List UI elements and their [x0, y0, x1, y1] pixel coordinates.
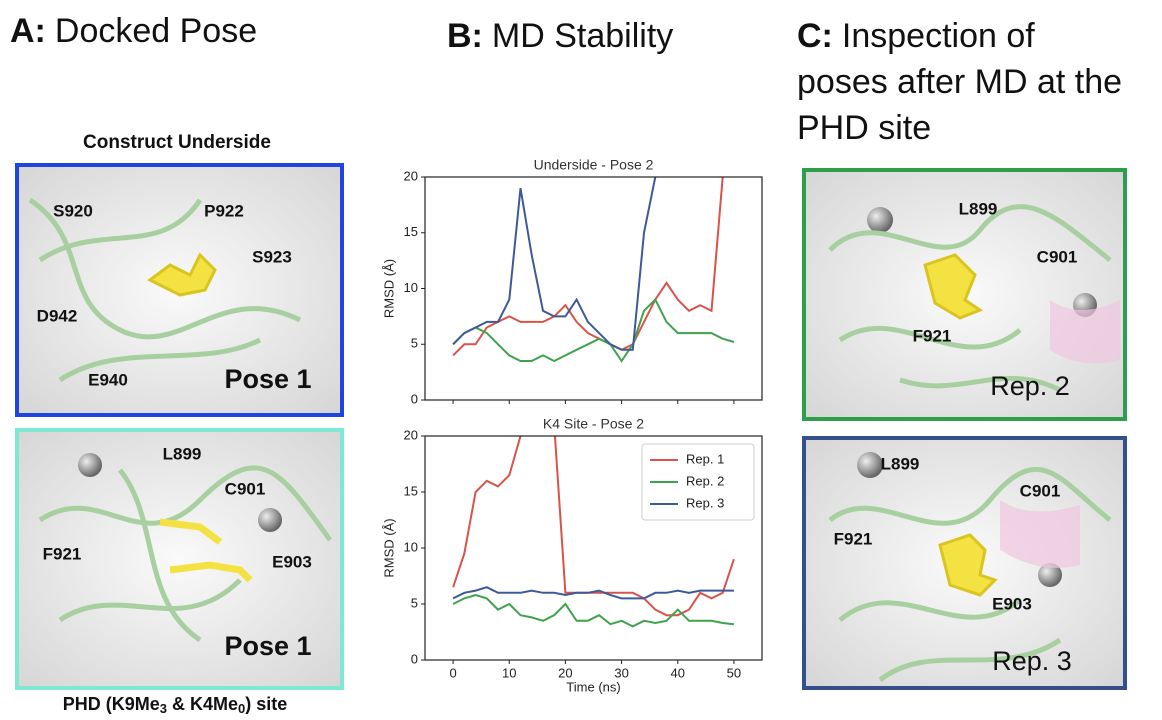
footer-text: PHD (K9Me: [63, 694, 160, 714]
legend-label: Rep. 3: [686, 495, 724, 510]
panel-letter: A:: [10, 12, 46, 50]
y-tick-label: 15: [404, 224, 418, 239]
plot-frame: [424, 176, 763, 401]
residue-label: L899: [163, 444, 202, 463]
residue-label: E903: [272, 552, 312, 571]
legend-label: Rep. 1: [686, 451, 724, 466]
residue-label: F921: [43, 544, 82, 563]
x-tick-label: 10: [502, 665, 516, 680]
structure-image: [802, 168, 1127, 421]
data-line: [452, 177, 724, 357]
residue-label: L899: [959, 199, 998, 218]
replicate-label: Rep. 2: [990, 371, 1070, 401]
residue-label: C901: [225, 479, 266, 498]
panel-title: C: Inspection of: [797, 17, 1035, 55]
line-chart: Underside - Pose 2 0 5 10 15 20 RMSD (Å): [381, 157, 763, 406]
data-line: [452, 593, 735, 628]
legend-label: Rep. 2: [686, 473, 724, 488]
pose-label: Pose 1: [224, 364, 311, 394]
chart-title: Underside - Pose 2: [534, 157, 654, 173]
x-tick-label: 20: [558, 665, 572, 680]
panel-title: B: MD Stability: [447, 17, 673, 55]
y-axis-label: RMSD (Å): [381, 259, 396, 318]
panel-letter: C:: [797, 17, 833, 55]
y-tick-label: 10: [404, 280, 418, 295]
structure-image: [802, 436, 1127, 690]
footer-text: ) site: [245, 694, 287, 714]
residue-label: S920: [53, 201, 93, 220]
image-header: Construct Underside: [83, 132, 271, 153]
panel-heading: Docked Pose: [55, 12, 257, 50]
footer-text: & K4Me: [167, 694, 238, 714]
residue-label: F921: [834, 529, 873, 548]
y-axis-label: RMSD (Å): [381, 518, 396, 577]
panel-title: A: Docked Pose: [10, 12, 257, 50]
y-tick-label: 0: [411, 391, 418, 406]
x-tick-label: 50: [727, 665, 741, 680]
residue-label: E940: [88, 370, 128, 389]
footer-subscript: 0: [238, 701, 245, 716]
structure-image: [15, 428, 344, 690]
y-tick-label: 15: [404, 483, 418, 498]
residue-label: C901: [1037, 247, 1078, 266]
footer-subscript: 3: [160, 701, 167, 716]
residue-label: F921: [913, 326, 952, 345]
residue-label: C901: [1020, 481, 1061, 500]
data-line: [452, 177, 657, 351]
replicate-label: Rep. 3: [992, 646, 1072, 676]
legend-box: [641, 443, 755, 521]
y-tick-label: 5: [411, 595, 418, 610]
residue-label: S923: [252, 247, 292, 266]
panel-heading: PHD site: [797, 109, 931, 147]
panel-heading: MD Stability: [492, 17, 673, 55]
line-chart: K4 Site - Pose 2 0 5 10 15 20 0 10 20 30 40 50 RMSD …: [381, 416, 763, 694]
x-tick-label: 30: [614, 665, 628, 680]
image-footer: PHD (K9Me3 & K4Me0) site: [63, 694, 288, 717]
y-tick-label: 20: [404, 168, 418, 183]
pose-label: Pose 1: [224, 631, 311, 661]
residue-label: E903: [992, 594, 1032, 613]
y-tick-label: 5: [411, 336, 418, 351]
plot-frame: [424, 435, 763, 661]
panel-letter: B:: [447, 17, 483, 55]
data-line: [452, 297, 735, 363]
residue-label: L899: [881, 454, 920, 473]
panel-heading: poses after MD at the: [797, 63, 1122, 101]
residue-label: D942: [37, 306, 78, 325]
x-axis-label: Time (ns): [566, 679, 620, 694]
y-tick-label: 0: [411, 651, 418, 666]
x-tick-label: 0: [449, 665, 456, 680]
y-tick-label: 20: [404, 427, 418, 442]
legend: Rep. 1 Rep. 2 Rep. 3: [641, 443, 755, 521]
data-line: [452, 436, 735, 617]
residue-label: P922: [204, 201, 244, 220]
structure-image: [15, 163, 344, 417]
panel-heading: Inspection of: [842, 17, 1035, 55]
x-tick-label: 40: [671, 665, 685, 680]
data-line: [452, 586, 734, 600]
y-tick-label: 10: [404, 539, 418, 554]
chart-title: K4 Site - Pose 2: [543, 416, 644, 432]
